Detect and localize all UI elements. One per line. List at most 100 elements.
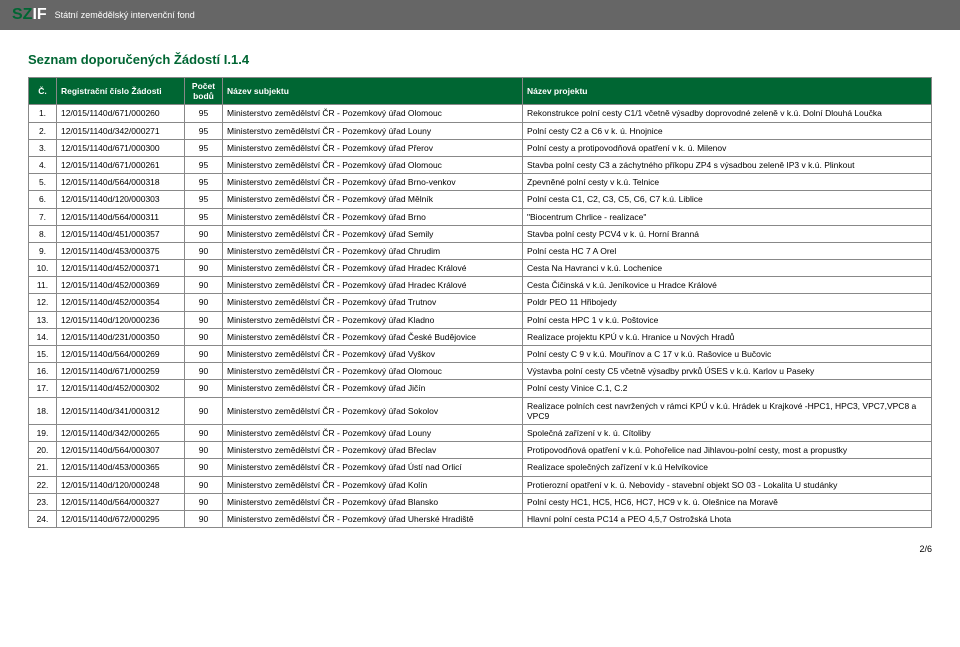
table-row: 23.12/015/1140d/564/00032790Ministerstvo… xyxy=(29,493,932,510)
table-row: 3.12/015/1140d/671/00030095Ministerstvo … xyxy=(29,139,932,156)
table-row: 18.12/015/1140d/341/00031290Ministerstvo… xyxy=(29,397,932,424)
cell-project: Realizace projektu KPÚ v k.ú. Hranice u … xyxy=(523,328,932,345)
cell-project: Hlavní polní cesta PC14 a PEO 4,5,7 Ostr… xyxy=(523,510,932,527)
cell-points: 95 xyxy=(185,105,223,122)
table-row: 22.12/015/1140d/120/00024890Ministerstvo… xyxy=(29,476,932,493)
cell-registration: 12/015/1140d/671/000259 xyxy=(57,363,185,380)
cell-registration: 12/015/1140d/231/000350 xyxy=(57,328,185,345)
table-row: 2.12/015/1140d/342/00027195Ministerstvo … xyxy=(29,122,932,139)
cell-points: 90 xyxy=(185,397,223,424)
cell-number: 14. xyxy=(29,328,57,345)
cell-registration: 12/015/1140d/452/000354 xyxy=(57,294,185,311)
cell-number: 19. xyxy=(29,424,57,441)
cell-subject: Ministerstvo zemědělství ČR - Pozemkový … xyxy=(223,442,523,459)
table-row: 19.12/015/1140d/342/00026590Ministerstvo… xyxy=(29,424,932,441)
cell-number: 7. xyxy=(29,208,57,225)
cell-number: 12. xyxy=(29,294,57,311)
cell-project: Polní cesta HPC 1 v k.ú. Poštovice xyxy=(523,311,932,328)
cell-points: 95 xyxy=(185,191,223,208)
cell-registration: 12/015/1140d/120/000303 xyxy=(57,191,185,208)
cell-points: 90 xyxy=(185,294,223,311)
cell-subject: Ministerstvo zemědělství ČR - Pozemkový … xyxy=(223,225,523,242)
table-row: 15.12/015/1140d/564/00026990Ministerstvo… xyxy=(29,346,932,363)
cell-project: Polní cesty HC1, HC5, HC6, HC7, HC9 v k.… xyxy=(523,493,932,510)
cell-project: Výstavba polní cesty C5 včetně výsadby p… xyxy=(523,363,932,380)
cell-number: 22. xyxy=(29,476,57,493)
table-row: 6.12/015/1140d/120/00030395Ministerstvo … xyxy=(29,191,932,208)
table-row: 21.12/015/1140d/453/00036590Ministerstvo… xyxy=(29,459,932,476)
logo: SZIF xyxy=(12,6,47,24)
cell-number: 24. xyxy=(29,510,57,527)
cell-points: 95 xyxy=(185,122,223,139)
cell-subject: Ministerstvo zemědělství ČR - Pozemkový … xyxy=(223,397,523,424)
cell-points: 90 xyxy=(185,277,223,294)
table-row: 4.12/015/1140d/671/00026195Ministerstvo … xyxy=(29,156,932,173)
logo-white: IF xyxy=(32,6,46,23)
cell-subject: Ministerstvo zemědělství ČR - Pozemkový … xyxy=(223,191,523,208)
cell-subject: Ministerstvo zemědělství ČR - Pozemkový … xyxy=(223,493,523,510)
cell-points: 95 xyxy=(185,174,223,191)
cell-points: 90 xyxy=(185,363,223,380)
cell-project: Polní cesta HC 7 A Orel xyxy=(523,242,932,259)
cell-project: Společná zařízení v k. ú. Cítoliby xyxy=(523,424,932,441)
cell-number: 3. xyxy=(29,139,57,156)
table-row: 17.12/015/1140d/452/00030290Ministerstvo… xyxy=(29,380,932,397)
cell-subject: Ministerstvo zemědělství ČR - Pozemkový … xyxy=(223,260,523,277)
cell-project: Protipovodňová opatření v k.ú. Pohořelic… xyxy=(523,442,932,459)
cell-project: Polní cesta C1, C2, C3, C5, C6, C7 k.ú. … xyxy=(523,191,932,208)
cell-project: Realizace společných zařízení v k.ú Helv… xyxy=(523,459,932,476)
cell-number: 11. xyxy=(29,277,57,294)
cell-registration: 12/015/1140d/564/000311 xyxy=(57,208,185,225)
cell-subject: Ministerstvo zemědělství ČR - Pozemkový … xyxy=(223,294,523,311)
cell-subject: Ministerstvo zemědělství ČR - Pozemkový … xyxy=(223,174,523,191)
cell-number: 13. xyxy=(29,311,57,328)
cell-registration: 12/015/1140d/451/000357 xyxy=(57,225,185,242)
cell-registration: 12/015/1140d/342/000265 xyxy=(57,424,185,441)
col-subject: Název subjektu xyxy=(223,78,523,105)
cell-subject: Ministerstvo zemědělství ČR - Pozemkový … xyxy=(223,459,523,476)
cell-registration: 12/015/1140d/564/000327 xyxy=(57,493,185,510)
cell-registration: 12/015/1140d/452/000302 xyxy=(57,380,185,397)
cell-project: Protierozní opatření v k. ú. Nebovidy - … xyxy=(523,476,932,493)
cell-subject: Ministerstvo zemědělství ČR - Pozemkový … xyxy=(223,277,523,294)
app-header: SZIF Státní zemědělský intervenční fond xyxy=(0,0,960,30)
cell-points: 90 xyxy=(185,493,223,510)
table-row: 13.12/015/1140d/120/00023690Ministerstvo… xyxy=(29,311,932,328)
table-row: 16.12/015/1140d/671/00025990Ministerstvo… xyxy=(29,363,932,380)
table-row: 5.12/015/1140d/564/00031895Ministerstvo … xyxy=(29,174,932,191)
header-subtitle: Státní zemědělský intervenční fond xyxy=(55,10,195,20)
table-row: 11.12/015/1140d/452/00036990Ministerstvo… xyxy=(29,277,932,294)
table-row: 10.12/015/1140d/452/00037190Ministerstvo… xyxy=(29,260,932,277)
cell-subject: Ministerstvo zemědělství ČR - Pozemkový … xyxy=(223,476,523,493)
cell-project: Zpevněné polní cesty v k.ú. Telnice xyxy=(523,174,932,191)
cell-points: 90 xyxy=(185,442,223,459)
table-header-row: Č. Registrační číslo Žádosti Počet bodů … xyxy=(29,78,932,105)
cell-project: Stavba polní cesty C3 a záchytného příko… xyxy=(523,156,932,173)
cell-number: 17. xyxy=(29,380,57,397)
cell-registration: 12/015/1140d/671/000260 xyxy=(57,105,185,122)
cell-registration: 12/015/1140d/453/000365 xyxy=(57,459,185,476)
cell-project: Rekonstrukce polní cesty C1/1 včetně výs… xyxy=(523,105,932,122)
cell-subject: Ministerstvo zemědělství ČR - Pozemkový … xyxy=(223,139,523,156)
cell-subject: Ministerstvo zemědělství ČR - Pozemkový … xyxy=(223,328,523,345)
cell-number: 23. xyxy=(29,493,57,510)
cell-number: 6. xyxy=(29,191,57,208)
table-row: 8.12/015/1140d/451/00035790Ministerstvo … xyxy=(29,225,932,242)
table-row: 12.12/015/1140d/452/00035490Ministerstvo… xyxy=(29,294,932,311)
cell-subject: Ministerstvo zemědělství ČR - Pozemkový … xyxy=(223,122,523,139)
cell-subject: Ministerstvo zemědělství ČR - Pozemkový … xyxy=(223,346,523,363)
col-number: Č. xyxy=(29,78,57,105)
cell-registration: 12/015/1140d/671/000261 xyxy=(57,156,185,173)
cell-number: 20. xyxy=(29,442,57,459)
cell-number: 21. xyxy=(29,459,57,476)
cell-project: "Biocentrum Chrlice - realizace" xyxy=(523,208,932,225)
cell-points: 90 xyxy=(185,380,223,397)
cell-subject: Ministerstvo zemědělství ČR - Pozemkový … xyxy=(223,363,523,380)
cell-registration: 12/015/1140d/342/000271 xyxy=(57,122,185,139)
cell-points: 90 xyxy=(185,225,223,242)
cell-registration: 12/015/1140d/452/000371 xyxy=(57,260,185,277)
cell-number: 9. xyxy=(29,242,57,259)
logo-green: SZ xyxy=(12,6,32,23)
cell-number: 10. xyxy=(29,260,57,277)
table-row: 1.12/015/1140d/671/00026095Ministerstvo … xyxy=(29,105,932,122)
